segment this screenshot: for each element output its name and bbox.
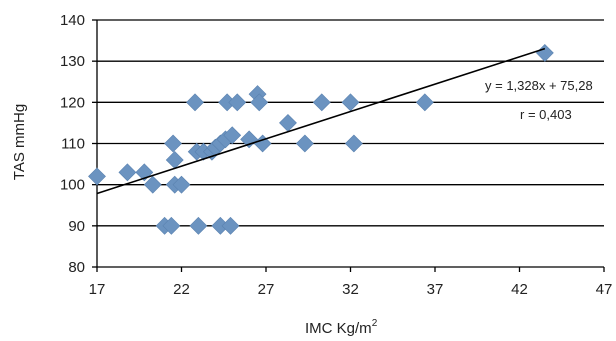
data-point <box>186 93 204 112</box>
y-tick-label: 90 <box>68 218 85 235</box>
r-label: r = 0,403 <box>520 107 572 122</box>
x-tick-label: 37 <box>427 281 444 298</box>
equation-label: y = 1,328x + 75,28 <box>485 78 593 93</box>
data-point <box>279 113 297 132</box>
y-tick-label: 130 <box>60 53 85 70</box>
trendline-group <box>96 47 546 195</box>
data-point <box>118 163 137 182</box>
y-tick-label: 140 <box>60 12 85 29</box>
x-tick-labels: 17 22 27 32 37 42 47 <box>89 281 613 298</box>
data-point <box>172 175 191 194</box>
data-point <box>415 93 434 112</box>
data-point <box>535 44 554 62</box>
data-point <box>164 134 182 153</box>
data-points <box>88 44 554 235</box>
x-tick-label: 32 <box>342 281 359 298</box>
x-tick-label: 27 <box>258 281 275 298</box>
x-axis-title-text: IMC Kg/m <box>305 320 372 337</box>
gridlines <box>97 19 604 227</box>
y-tick-label: 100 <box>60 177 85 194</box>
data-point <box>341 93 360 112</box>
x-tick-label: 47 <box>596 281 613 298</box>
y-tick-label: 110 <box>61 136 85 153</box>
data-point <box>143 175 162 194</box>
data-point <box>312 93 331 112</box>
data-point <box>250 93 269 112</box>
data-point <box>223 126 242 145</box>
y-tick-label: 120 <box>60 94 85 111</box>
x-axis-title: IMC Kg/m2 <box>305 318 378 337</box>
data-point <box>295 134 314 153</box>
y-tick-label: 80 <box>68 259 85 276</box>
trendline <box>96 47 546 195</box>
data-point <box>162 216 181 235</box>
x-axis-title-superscript: 2 <box>372 318 378 329</box>
data-point <box>240 130 259 149</box>
x-tick-label: 42 <box>511 281 528 298</box>
axes <box>92 19 605 272</box>
data-point <box>189 216 208 235</box>
data-point <box>344 134 363 153</box>
x-tick-label: 17 <box>89 281 106 298</box>
data-point <box>228 93 247 112</box>
y-tick-labels: 80 90 100 110 120 130 140 <box>60 12 85 276</box>
y-axis-title: TAS mmHg <box>11 104 28 180</box>
x-tick-label: 22 <box>173 281 190 298</box>
data-point <box>221 216 240 235</box>
data-point <box>88 167 106 186</box>
